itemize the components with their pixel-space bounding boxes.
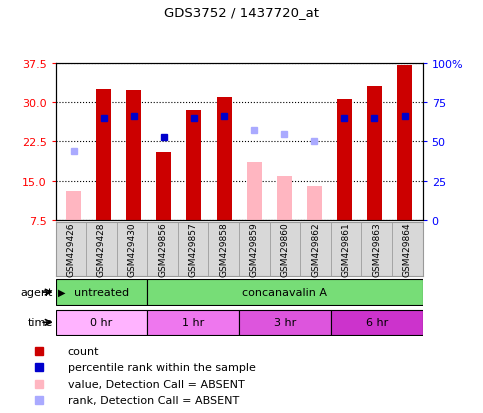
Text: time: time [28,318,53,328]
Text: 0 hr: 0 hr [90,318,113,328]
Text: GSM429856: GSM429856 [158,222,167,277]
Bar [147,280,423,305]
Text: value, Detection Call = ABSENT: value, Detection Call = ABSENT [68,379,244,389]
Bar [66,192,81,221]
Text: count: count [68,347,99,356]
Text: GDS3752 / 1437720_at: GDS3752 / 1437720_at [164,6,319,19]
Text: GSM429426: GSM429426 [66,222,75,277]
Text: 6 hr: 6 hr [366,318,388,328]
Bar [270,223,300,276]
Bar [331,310,423,335]
Bar [239,310,331,335]
Text: GSM429859: GSM429859 [250,222,259,277]
Bar [56,310,147,335]
Text: GSM429864: GSM429864 [403,222,412,277]
Text: ▶: ▶ [58,287,66,297]
Text: concanavalin A: concanavalin A [242,287,327,297]
Bar [186,111,201,221]
Text: 1 hr: 1 hr [182,318,204,328]
Text: GSM429861: GSM429861 [341,222,351,277]
Text: GSM429858: GSM429858 [219,222,228,277]
Bar [300,223,331,276]
Bar [247,163,262,221]
Text: percentile rank within the sample: percentile rank within the sample [68,363,256,373]
Text: GSM429860: GSM429860 [281,222,289,277]
Text: GSM429862: GSM429862 [311,222,320,277]
Bar [397,66,412,221]
Bar [96,90,111,221]
Text: GSM429428: GSM429428 [97,222,106,277]
Bar [392,223,423,276]
Bar [277,176,292,221]
Bar [56,280,147,305]
Bar [178,223,209,276]
Bar [86,223,117,276]
Text: rank, Detection Call = ABSENT: rank, Detection Call = ABSENT [68,395,239,405]
Text: GSM429863: GSM429863 [372,222,381,277]
Text: 3 hr: 3 hr [274,318,296,328]
Bar [361,223,392,276]
Text: GSM429430: GSM429430 [128,222,137,277]
Bar [156,152,171,221]
Bar [307,187,322,221]
Bar [367,87,382,221]
Bar [147,310,239,335]
Text: untreated: untreated [74,287,129,297]
Bar [216,97,231,221]
Bar [56,223,86,276]
Bar [239,223,270,276]
Bar [126,91,142,221]
Bar [331,223,361,276]
Text: agent: agent [21,287,53,297]
Bar [117,223,147,276]
Bar [337,100,352,221]
Bar [209,223,239,276]
Text: GSM429857: GSM429857 [189,222,198,277]
Bar [147,223,178,276]
